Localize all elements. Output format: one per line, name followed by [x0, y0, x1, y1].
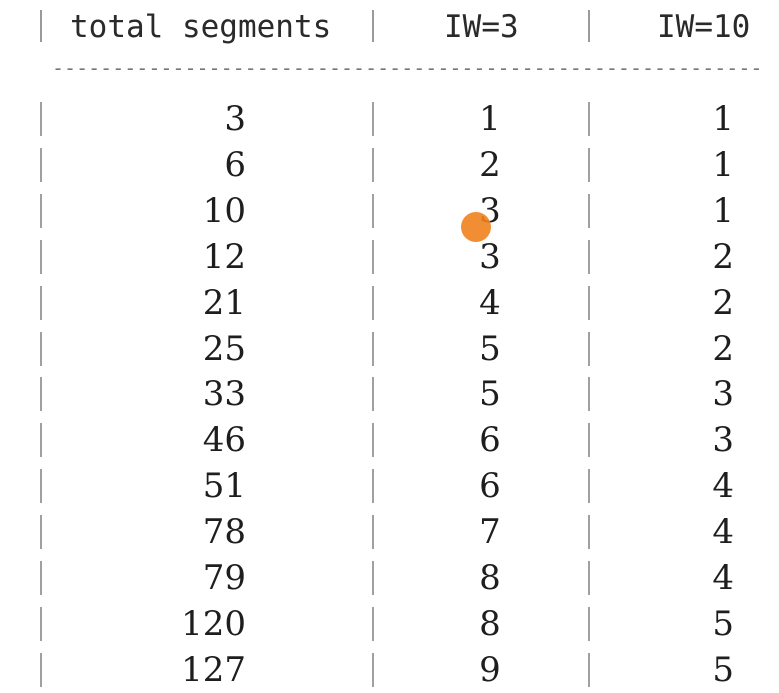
table-row: 12 3 2 — [0, 234, 779, 280]
cell-iw-10: 2 — [712, 328, 734, 369]
row-divider-2 — [588, 331, 590, 366]
row-divider-0 — [40, 515, 42, 550]
row-divider-2 — [588, 469, 590, 504]
cell-total-segments: 33 — [202, 374, 246, 415]
table-row: 25 5 2 — [0, 326, 779, 372]
cell-iw-3: 2 — [479, 144, 501, 185]
cell-total-segments: 6 — [224, 144, 246, 185]
row-divider-1 — [372, 102, 374, 136]
cell-total-segments: 120 — [181, 603, 246, 644]
table-row: 3 1 1 — [0, 96, 779, 142]
cell-total-segments: 10 — [202, 190, 246, 231]
table-row: 6 2 1 — [0, 142, 779, 188]
table-row: 10 3 1 — [0, 188, 779, 234]
row-divider-2 — [588, 102, 590, 136]
cell-iw-10: 2 — [712, 236, 734, 277]
row-divider-1 — [372, 561, 374, 595]
table-row: 21 4 2 — [0, 280, 779, 326]
cell-total-segments: 78 — [202, 512, 246, 553]
row-divider-1 — [372, 285, 374, 320]
row-divider-0 — [40, 102, 42, 136]
row-divider-1 — [372, 652, 374, 687]
row-divider-1 — [372, 331, 374, 366]
cell-total-segments: 79 — [202, 558, 246, 598]
column-header-iw-3: IW=3 — [444, 9, 519, 45]
row-divider-1 — [372, 469, 374, 504]
table-row: 78 7 4 — [0, 509, 779, 555]
table-row: 127 9 5 — [0, 647, 779, 693]
row-divider-1 — [372, 423, 374, 458]
column-header-total-segments: total segments — [70, 9, 332, 45]
row-divider-0 — [40, 423, 42, 458]
cell-total-segments: 12 — [202, 236, 246, 277]
cell-total-segments: 25 — [202, 328, 246, 369]
table-row: 46 6 3 — [0, 417, 779, 463]
cell-total-segments: 3 — [224, 99, 246, 139]
row-divider-2 — [588, 606, 590, 641]
table-row: 51 6 4 — [0, 463, 779, 509]
row-divider-0 — [40, 561, 42, 595]
row-divider-1 — [372, 377, 374, 412]
row-divider-0 — [40, 606, 42, 641]
header-divider-left — [40, 10, 42, 42]
cell-iw-3: 6 — [479, 466, 501, 507]
row-divider-0 — [40, 193, 42, 228]
cell-iw-3: 5 — [479, 328, 501, 369]
row-divider-2 — [588, 423, 590, 458]
row-divider-1 — [372, 147, 374, 182]
cell-total-segments: 46 — [202, 420, 246, 461]
row-divider-1 — [372, 515, 374, 550]
row-divider-2 — [588, 515, 590, 550]
row-divider-0 — [40, 147, 42, 182]
cell-iw-10: 1 — [712, 99, 734, 139]
row-divider-0 — [40, 652, 42, 687]
cell-total-segments: 51 — [202, 466, 246, 507]
cell-iw-10: 1 — [712, 144, 734, 185]
cell-iw-3: 8 — [479, 558, 501, 598]
header-divider-1 — [372, 10, 374, 42]
cell-iw-10: 4 — [712, 466, 734, 507]
header-separator: ----------------------------------------… — [52, 57, 763, 79]
cell-iw-3: 7 — [479, 512, 501, 553]
table-row: 79 8 4 — [0, 555, 779, 601]
row-divider-2 — [588, 239, 590, 274]
cell-iw-3: 5 — [479, 374, 501, 415]
row-divider-2 — [588, 377, 590, 412]
cell-iw-3: 4 — [479, 282, 501, 323]
cell-iw-3: 1 — [479, 99, 501, 139]
cell-iw-3: 8 — [479, 603, 501, 644]
row-divider-2 — [588, 147, 590, 182]
row-divider-2 — [588, 652, 590, 687]
row-divider-0 — [40, 377, 42, 412]
cell-iw-10: 2 — [712, 282, 734, 323]
row-divider-1 — [372, 193, 374, 228]
cell-total-segments: 127 — [181, 649, 246, 690]
cell-iw-3: 9 — [479, 649, 501, 690]
table-row: 33 5 3 — [0, 371, 779, 417]
row-divider-2 — [588, 285, 590, 320]
row-divider-0 — [40, 469, 42, 504]
cell-iw-10: 4 — [712, 558, 734, 598]
row-divider-0 — [40, 331, 42, 366]
cell-iw-10: 1 — [712, 190, 734, 231]
column-header-iw-10: IW=10 — [657, 9, 751, 45]
table-row: 120 8 5 — [0, 601, 779, 647]
row-divider-0 — [40, 285, 42, 320]
cell-total-segments: 21 — [202, 282, 246, 323]
cursor-highlight — [461, 212, 491, 242]
row-divider-1 — [372, 239, 374, 274]
cell-iw-10: 3 — [712, 374, 734, 415]
cell-iw-3: 6 — [479, 420, 501, 461]
cell-iw-10: 3 — [712, 420, 734, 461]
cell-iw-10: 5 — [712, 649, 734, 690]
row-divider-1 — [372, 606, 374, 641]
cell-iw-3: 3 — [479, 236, 501, 277]
row-divider-2 — [588, 561, 590, 595]
cell-iw-10: 5 — [712, 603, 734, 644]
cell-iw-10: 4 — [712, 512, 734, 553]
row-divider-2 — [588, 193, 590, 228]
header-divider-2 — [588, 10, 590, 42]
row-divider-0 — [40, 239, 42, 274]
